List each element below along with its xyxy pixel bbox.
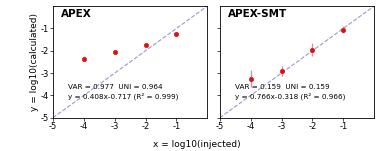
- Text: VAR = 0.159  UNI = 0.159
y = 0.766x-0.318 (R² = 0.966): VAR = 0.159 UNI = 0.159 y = 0.766x-0.318…: [235, 84, 345, 100]
- Text: VAR = 0.977  UNI = 0.964
y = 0.408x-0.717 (R² = 0.999): VAR = 0.977 UNI = 0.964 y = 0.408x-0.717…: [68, 84, 179, 100]
- Y-axis label: y = log10(calculated): y = log10(calculated): [30, 13, 39, 111]
- Text: APEX: APEX: [60, 9, 91, 19]
- Text: x = log10(injected): x = log10(injected): [153, 140, 240, 149]
- Text: APEX-SMT: APEX-SMT: [228, 9, 287, 19]
